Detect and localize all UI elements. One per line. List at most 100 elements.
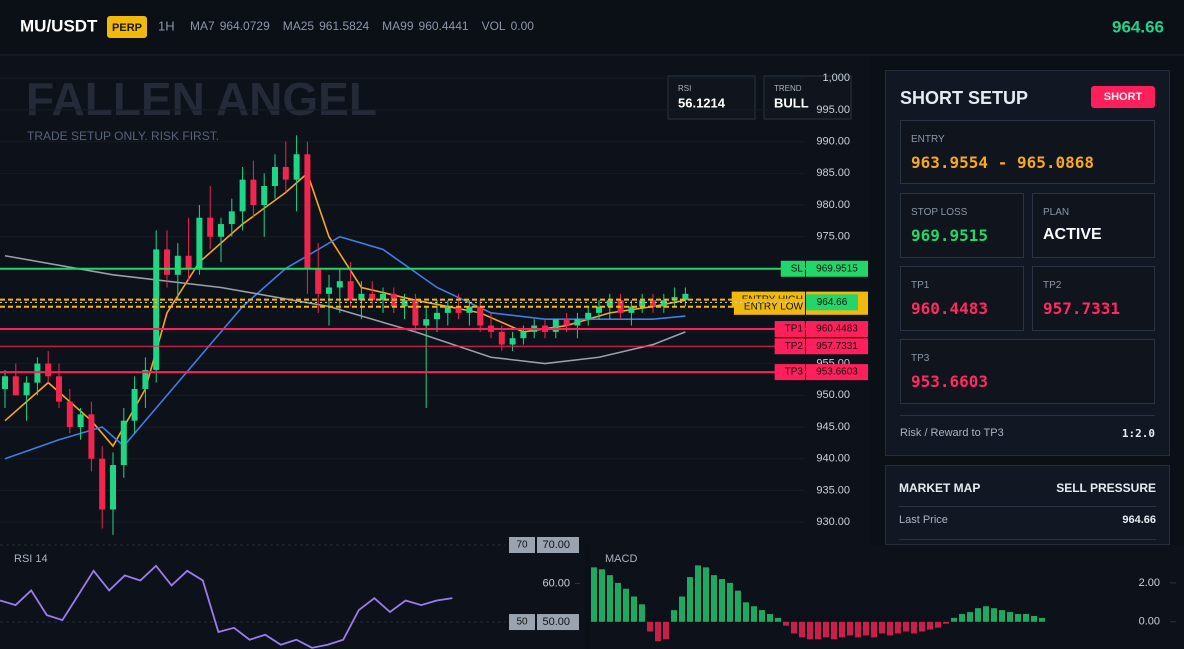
macd-bar [1023, 614, 1029, 622]
macd-bar [775, 617, 781, 622]
market-card: MARKET MAP SELL PRESSURE Last Price 964.… [885, 465, 1170, 545]
macd-bar [647, 621, 653, 632]
last-price: 964.66 [1122, 514, 1156, 526]
candle-body [131, 388, 138, 421]
macd-bar [727, 582, 733, 622]
indicator-name: MA7 [190, 19, 215, 33]
candle-body [466, 306, 473, 313]
candle-body [552, 319, 559, 332]
macd-bar [831, 621, 837, 640]
rsi-level-label: 50 [516, 617, 528, 628]
macd-bar [591, 567, 597, 622]
y-tick-label: 990.00 [816, 136, 850, 148]
level-value-bg [806, 364, 868, 381]
macd-bar [807, 621, 813, 640]
macd-bar [655, 621, 661, 642]
divider [900, 415, 1155, 416]
level-tag: 957.7331 TP2 [774, 338, 868, 355]
macd-bar [1007, 612, 1013, 622]
level-value-bg [806, 260, 868, 277]
macd-bar [823, 621, 829, 638]
watermark-subtitle: TRADE SETUP ONLY. RISK FIRST. [27, 129, 219, 143]
macd-bar [735, 590, 741, 622]
candle-body [520, 331, 527, 339]
market-status: SELL PRESSURE [1056, 481, 1156, 495]
macd-bar [847, 621, 853, 636]
indicator-value: 961.5824 [319, 19, 369, 33]
y-tick-label: 975.00 [816, 231, 850, 243]
last-price-bg [806, 294, 858, 311]
macd-bar [895, 621, 901, 634]
macd-bar [607, 575, 613, 622]
macd-bar [1039, 617, 1045, 622]
rsi-title: RSI 14 [14, 553, 48, 565]
candle-body [369, 293, 376, 301]
macd-bar [703, 567, 709, 622]
candle-body [12, 376, 19, 396]
rr-value: 1:2.0 [1121, 427, 1155, 440]
candle-body [218, 224, 224, 237]
sl-label: STOP LOSS [911, 207, 968, 218]
y-tick-label: 2.00 [1139, 577, 1160, 589]
candle-body [282, 166, 289, 180]
last-price-label: Last Price [899, 514, 948, 526]
stat-value: BULL [774, 95, 809, 110]
candle-body [358, 293, 365, 301]
candle-body [34, 363, 41, 383]
macd-bar [863, 621, 869, 636]
macd-bar [743, 602, 749, 622]
tp2-box: TP2 957.7331 [1032, 266, 1155, 331]
macd-bar [967, 612, 973, 622]
divider [899, 539, 1156, 540]
candle-body [272, 166, 278, 186]
y-tick-label: 0.00 [1139, 616, 1160, 628]
macd-bar [999, 610, 1005, 622]
y-tick-label: 70.00 [542, 539, 570, 551]
candle-body [77, 414, 84, 428]
macd-bar [855, 621, 861, 638]
interval[interactable]: 1H [158, 18, 175, 33]
candle-body [120, 420, 127, 466]
candle-body [596, 306, 602, 313]
macd-bar [903, 621, 909, 632]
candle-body [650, 300, 656, 307]
rsi-line [0, 564, 453, 649]
macd-bar [791, 621, 797, 634]
candle-body [574, 319, 581, 326]
macd-bar [975, 608, 981, 622]
watermark: FALLEN ANGEL [26, 73, 377, 125]
stat-box [763, 75, 852, 120]
sl-box: STOP LOSS 969.9515 [900, 193, 1024, 258]
macd-bar [671, 610, 677, 622]
macd-bar [959, 614, 965, 622]
entry-box: ENTRY 963.9554 - 965.0868 [900, 120, 1155, 184]
indicator: MA7 964.0729 [190, 19, 270, 33]
candle-body [639, 300, 646, 307]
level-tag: 953.6603 TP3 [774, 364, 868, 381]
macd-bar [695, 565, 701, 622]
level-tag: 969.9515 SL [780, 260, 868, 277]
candle-body [477, 306, 484, 326]
macd-bar [919, 621, 925, 632]
level-label: TP3 [785, 367, 804, 378]
macd-bar [927, 621, 933, 630]
setup-badge[interactable]: SHORT [1091, 86, 1155, 108]
macd-bar [871, 621, 877, 638]
macd-bar [839, 621, 845, 638]
level-label: TP1 [785, 324, 804, 335]
y-tick-label: 930.00 [816, 516, 850, 528]
candle-body [671, 296, 678, 301]
tp1-label: TP1 [911, 280, 930, 291]
stat-value: 56.1214 [678, 95, 726, 110]
candle-body [261, 185, 268, 206]
candle-body [628, 306, 635, 313]
macd-bar [815, 621, 821, 640]
level-label-bg [774, 321, 805, 338]
candle-body [228, 211, 235, 225]
candle-body [444, 306, 451, 313]
tick-bg [537, 614, 579, 631]
candle-body [563, 319, 570, 326]
rsi-pane [0, 545, 585, 649]
y-tick-label: 985.00 [816, 167, 850, 179]
